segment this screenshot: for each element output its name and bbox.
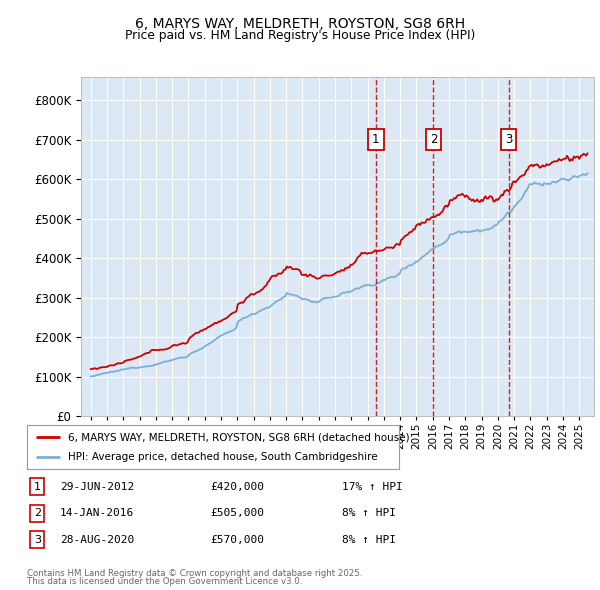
Text: 1: 1 — [372, 133, 379, 146]
Text: 29-JUN-2012: 29-JUN-2012 — [60, 482, 134, 491]
Text: 3: 3 — [505, 133, 512, 146]
Text: £570,000: £570,000 — [210, 535, 264, 545]
Text: 17% ↑ HPI: 17% ↑ HPI — [342, 482, 403, 491]
Text: Contains HM Land Registry data © Crown copyright and database right 2025.: Contains HM Land Registry data © Crown c… — [27, 569, 362, 578]
Text: 2: 2 — [430, 133, 437, 146]
Text: 8% ↑ HPI: 8% ↑ HPI — [342, 535, 396, 545]
Text: HPI: Average price, detached house, South Cambridgeshire: HPI: Average price, detached house, Sout… — [68, 452, 377, 462]
Text: 8% ↑ HPI: 8% ↑ HPI — [342, 509, 396, 518]
Text: 6, MARYS WAY, MELDRETH, ROYSTON, SG8 6RH: 6, MARYS WAY, MELDRETH, ROYSTON, SG8 6RH — [135, 17, 465, 31]
Text: £505,000: £505,000 — [210, 509, 264, 518]
Text: 1: 1 — [34, 482, 41, 491]
Text: Price paid vs. HM Land Registry's House Price Index (HPI): Price paid vs. HM Land Registry's House … — [125, 30, 475, 42]
Text: 3: 3 — [34, 535, 41, 545]
Text: 28-AUG-2020: 28-AUG-2020 — [60, 535, 134, 545]
Text: 2: 2 — [34, 509, 41, 518]
Text: £420,000: £420,000 — [210, 482, 264, 491]
Text: 14-JAN-2016: 14-JAN-2016 — [60, 509, 134, 518]
Text: This data is licensed under the Open Government Licence v3.0.: This data is licensed under the Open Gov… — [27, 578, 302, 586]
Text: 6, MARYS WAY, MELDRETH, ROYSTON, SG8 6RH (detached house): 6, MARYS WAY, MELDRETH, ROYSTON, SG8 6RH… — [68, 432, 410, 442]
